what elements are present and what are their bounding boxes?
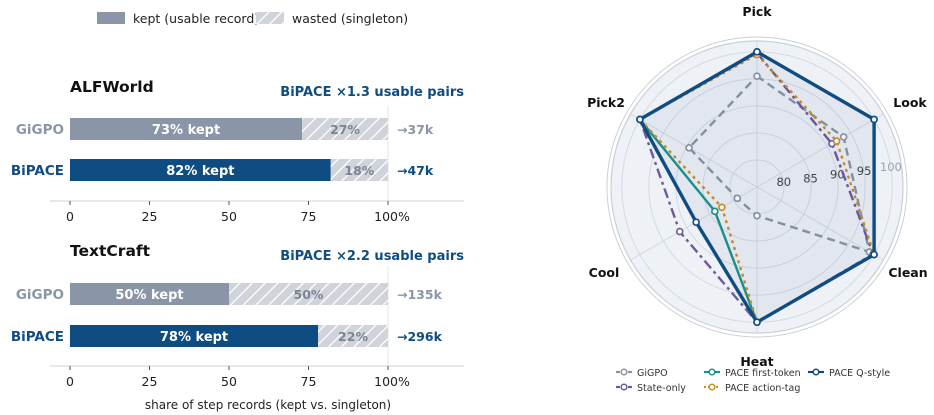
legend-label: PACE Q-style bbox=[829, 368, 890, 379]
kept-bar bbox=[70, 325, 319, 347]
series-point bbox=[636, 115, 644, 124]
wasted-value-label: 22% bbox=[338, 329, 368, 344]
bar-rows: GiGPO 50% kept 50% →135k BiPACE 78% kept 22% →2… bbox=[11, 266, 443, 366]
tick-label: 75 bbox=[301, 374, 317, 389]
tick-label: 75 bbox=[301, 209, 317, 224]
tick-label: 25 bbox=[142, 374, 158, 389]
radar-chart: 80 85 90 95 100 Pick Look Clean Heat Cool Pick2 bbox=[587, 4, 928, 369]
pairs-label: →135k bbox=[397, 287, 443, 302]
tick-label: 100% bbox=[374, 209, 410, 224]
bar-panel-textcraft: TextCraft BiPACE ×2.2 usable pairs GiGPO… bbox=[11, 242, 464, 389]
wasted-bar bbox=[318, 325, 388, 347]
radar-axis-label: Heat bbox=[740, 354, 773, 369]
radial-tick-label: 80 bbox=[776, 175, 791, 189]
series-point bbox=[675, 227, 684, 236]
series-point bbox=[753, 72, 761, 80]
method-label: BiPACE bbox=[11, 329, 64, 345]
radar-spoke bbox=[756, 113, 884, 188]
pairs-label: →296k bbox=[397, 329, 443, 344]
kept-bar bbox=[70, 283, 229, 305]
kept-bar bbox=[70, 159, 331, 181]
panel-note: BiPACE ×1.3 usable pairs bbox=[280, 85, 464, 100]
tick-label: 50 bbox=[221, 209, 237, 224]
radar-axis-label: Pick bbox=[742, 4, 772, 19]
radar-legend: GiGPO State-only PACE first-token PACE acti… bbox=[616, 368, 890, 394]
panel-title: TextCraft bbox=[70, 242, 151, 260]
bar-rows: GiGPO 73% kept 27% →37k BiPACE 82% kept 18% →47… bbox=[11, 105, 434, 201]
radar-spoke bbox=[630, 113, 758, 188]
series-point bbox=[870, 115, 878, 124]
series-point bbox=[832, 137, 841, 145]
legend-label: PACE action-tag bbox=[725, 383, 800, 394]
wasted-bar bbox=[330, 159, 388, 181]
series-point bbox=[753, 48, 761, 56]
pairs-label: →37k bbox=[397, 122, 434, 137]
kept-bar bbox=[70, 118, 303, 140]
radar-spoke bbox=[756, 186, 884, 261]
series-point bbox=[692, 218, 700, 226]
tick-label: 25 bbox=[142, 209, 158, 224]
wasted-bar bbox=[302, 118, 388, 140]
kept-value-label: 50% kept bbox=[115, 288, 183, 303]
wasted-value-label: 18% bbox=[344, 163, 374, 178]
legend-marker bbox=[708, 368, 716, 376]
wasted-value-label: 50% bbox=[294, 287, 324, 302]
panel-note: BiPACE ×2.2 usable pairs bbox=[280, 249, 464, 264]
radar-axis-label: Look bbox=[893, 95, 927, 110]
series-point bbox=[753, 318, 761, 326]
method-label: BiPACE bbox=[11, 163, 64, 179]
legend-label: GiGPO bbox=[637, 368, 668, 379]
series-point bbox=[685, 143, 693, 152]
x-axis: 0 25 50 75 100% bbox=[50, 200, 464, 224]
tick-label: 0 bbox=[66, 209, 74, 224]
kept-value-label: 78% kept bbox=[160, 330, 228, 345]
bar-panel-alfworld: ALFWorld BiPACE ×1.3 usable pairs GiGPO 7… bbox=[11, 78, 464, 224]
kept-value-label: 82% kept bbox=[166, 164, 234, 179]
bar-x-axis-label: share of step records (kept vs. singleto… bbox=[145, 398, 391, 412]
radial-tick-label: 90 bbox=[830, 168, 845, 182]
radar-axis-label: Clean bbox=[888, 265, 927, 280]
legend-marker bbox=[708, 383, 716, 391]
tick-label: 100% bbox=[374, 374, 410, 389]
series-point bbox=[839, 133, 848, 141]
legend-marker bbox=[620, 383, 628, 391]
radial-tick-label: 95 bbox=[857, 164, 872, 178]
radial-tick-label: 85 bbox=[803, 171, 818, 185]
series-point bbox=[733, 194, 742, 203]
panel-title: ALFWorld bbox=[70, 78, 154, 96]
pairs-label: →47k bbox=[397, 163, 434, 178]
legend-wasted-label: wasted (singleton) bbox=[292, 11, 408, 26]
legend-label: PACE first-token bbox=[725, 368, 801, 379]
wasted-bar bbox=[229, 283, 388, 305]
radar-axis-label: Pick2 bbox=[587, 95, 625, 110]
legend-marker bbox=[620, 368, 628, 376]
series-point bbox=[753, 211, 761, 220]
radar-outer-ring bbox=[606, 36, 908, 338]
radial-tick-label: 100 bbox=[880, 160, 902, 174]
tick-label: 0 bbox=[66, 374, 74, 389]
wasted-value-label: 27% bbox=[330, 122, 360, 137]
x-axis: 0 25 50 75 100% bbox=[50, 365, 464, 389]
series-point bbox=[718, 203, 726, 212]
method-label: GiGPO bbox=[16, 287, 64, 303]
legend-marker bbox=[812, 368, 820, 376]
bar-legend: kept (usable record) wasted (singleton) bbox=[97, 11, 408, 26]
legend-label: State-only bbox=[637, 383, 686, 394]
legend-kept-swatch bbox=[97, 12, 125, 24]
series-point bbox=[711, 207, 719, 216]
legend-wasted-swatch bbox=[256, 12, 284, 24]
method-label: GiGPO bbox=[16, 122, 64, 138]
kept-value-label: 73% kept bbox=[152, 123, 220, 138]
tick-label: 50 bbox=[221, 374, 237, 389]
series-point bbox=[870, 250, 878, 259]
radar-axis-label: Cool bbox=[589, 265, 620, 280]
legend-kept-label: kept (usable record) bbox=[133, 11, 259, 26]
